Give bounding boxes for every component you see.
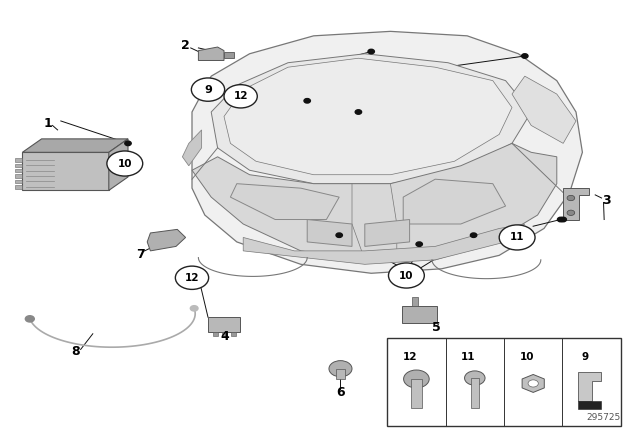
Polygon shape <box>577 372 601 401</box>
Text: 4: 4 <box>221 330 230 344</box>
Polygon shape <box>365 220 410 246</box>
Polygon shape <box>15 174 22 178</box>
Text: 11: 11 <box>510 233 524 242</box>
Polygon shape <box>109 139 128 190</box>
Polygon shape <box>412 379 422 408</box>
Polygon shape <box>403 179 506 224</box>
Polygon shape <box>22 139 128 152</box>
Text: 9: 9 <box>582 353 589 362</box>
Polygon shape <box>230 184 339 220</box>
Text: 10: 10 <box>118 159 132 168</box>
Polygon shape <box>512 76 576 143</box>
Circle shape <box>404 370 429 388</box>
Text: 6: 6 <box>336 385 345 399</box>
Text: 3: 3 <box>602 194 611 207</box>
Polygon shape <box>15 169 22 172</box>
Circle shape <box>304 99 310 103</box>
Text: 8: 8 <box>71 345 80 358</box>
Polygon shape <box>15 180 22 183</box>
Polygon shape <box>147 229 186 251</box>
Circle shape <box>125 141 131 146</box>
Circle shape <box>522 54 528 58</box>
Polygon shape <box>224 52 234 58</box>
Circle shape <box>107 151 143 176</box>
Circle shape <box>560 217 566 222</box>
Text: 2: 2 <box>181 39 190 52</box>
Text: 9: 9 <box>204 85 212 95</box>
Polygon shape <box>471 378 479 408</box>
Polygon shape <box>213 332 218 336</box>
Circle shape <box>336 233 342 237</box>
Circle shape <box>224 85 257 108</box>
Circle shape <box>567 195 575 201</box>
Text: 5: 5 <box>432 320 441 334</box>
Polygon shape <box>22 152 109 190</box>
Polygon shape <box>307 220 352 246</box>
Text: 12: 12 <box>234 91 248 101</box>
Circle shape <box>528 380 538 387</box>
Polygon shape <box>402 306 437 323</box>
Bar <box>387 338 621 426</box>
Circle shape <box>416 242 422 246</box>
Polygon shape <box>182 130 202 166</box>
Polygon shape <box>231 332 236 336</box>
Polygon shape <box>192 143 557 260</box>
Polygon shape <box>563 188 589 220</box>
Polygon shape <box>15 158 22 162</box>
Text: 10: 10 <box>520 353 534 362</box>
Circle shape <box>329 361 352 377</box>
Circle shape <box>368 49 374 54</box>
Polygon shape <box>522 375 544 392</box>
Text: 12: 12 <box>185 273 199 283</box>
Polygon shape <box>336 369 345 379</box>
Polygon shape <box>211 54 531 184</box>
Polygon shape <box>15 164 22 167</box>
Circle shape <box>470 233 477 237</box>
Circle shape <box>499 225 535 250</box>
Circle shape <box>175 266 209 289</box>
Polygon shape <box>577 401 601 409</box>
Circle shape <box>557 217 564 222</box>
Circle shape <box>355 110 362 114</box>
Polygon shape <box>15 185 22 189</box>
Polygon shape <box>224 58 512 175</box>
Circle shape <box>465 371 485 385</box>
Text: 295725: 295725 <box>586 413 621 422</box>
Text: 7: 7 <box>136 247 145 261</box>
Text: 10: 10 <box>399 271 413 280</box>
Circle shape <box>26 316 35 322</box>
Circle shape <box>388 263 424 288</box>
Polygon shape <box>192 31 582 273</box>
Circle shape <box>191 78 225 101</box>
Polygon shape <box>412 297 418 306</box>
Polygon shape <box>243 224 525 264</box>
Polygon shape <box>198 47 224 60</box>
Circle shape <box>567 210 575 215</box>
Circle shape <box>190 306 198 311</box>
Text: 1: 1 <box>44 117 52 130</box>
Polygon shape <box>222 332 227 336</box>
Text: 11: 11 <box>461 353 476 362</box>
Text: 12: 12 <box>403 353 417 362</box>
Polygon shape <box>208 317 240 332</box>
